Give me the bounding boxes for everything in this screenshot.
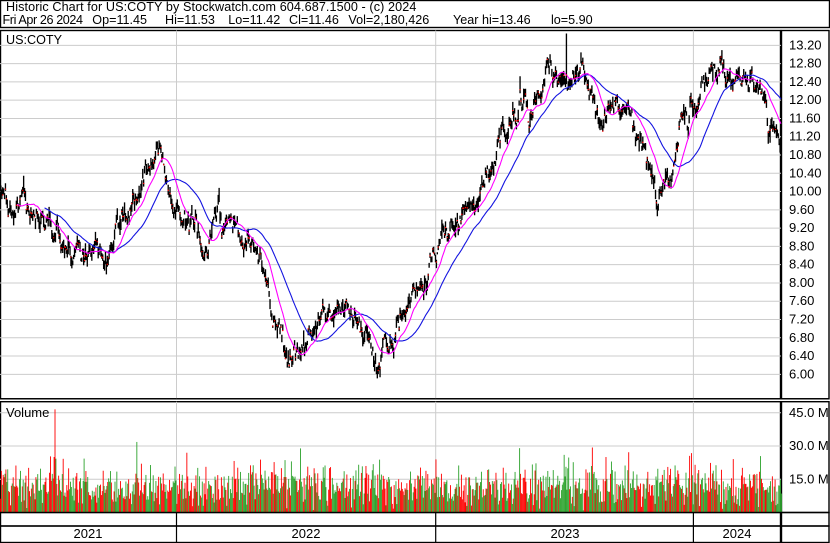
svg-text:11.60: 11.60 [789,110,821,125]
svg-text:10.40: 10.40 [789,165,822,180]
svg-text:6.40: 6.40 [789,348,814,363]
svg-text:10.80: 10.80 [789,147,822,162]
svg-text:2024: 2024 [723,526,752,541]
svg-text:9.20: 9.20 [789,220,814,235]
svg-text:13.20: 13.20 [789,37,822,52]
svg-text:8.00: 8.00 [789,275,814,290]
svg-text:2021: 2021 [74,526,103,541]
svg-text:9.60: 9.60 [789,202,814,217]
svg-text:8.40: 8.40 [789,257,814,272]
svg-text:12.00: 12.00 [789,92,822,107]
svg-text:6.80: 6.80 [789,330,814,345]
svg-text:7.60: 7.60 [789,293,814,308]
svg-text:12.40: 12.40 [789,74,822,89]
svg-text:15.0 M: 15.0 M [789,471,829,486]
svg-text:2023: 2023 [551,526,580,541]
svg-text:11.20: 11.20 [789,129,821,144]
svg-text:2022: 2022 [292,526,321,541]
svg-text:45.0 M: 45.0 M [789,405,829,420]
svg-text:6.00: 6.00 [789,366,814,381]
svg-text:7.20: 7.20 [789,312,814,327]
svg-text:10.00: 10.00 [789,184,822,199]
svg-text:8.80: 8.80 [789,238,814,253]
svg-text:12.80: 12.80 [789,56,822,71]
svg-text:Volume: Volume [6,405,49,420]
svg-text:30.0 M: 30.0 M [789,438,829,453]
